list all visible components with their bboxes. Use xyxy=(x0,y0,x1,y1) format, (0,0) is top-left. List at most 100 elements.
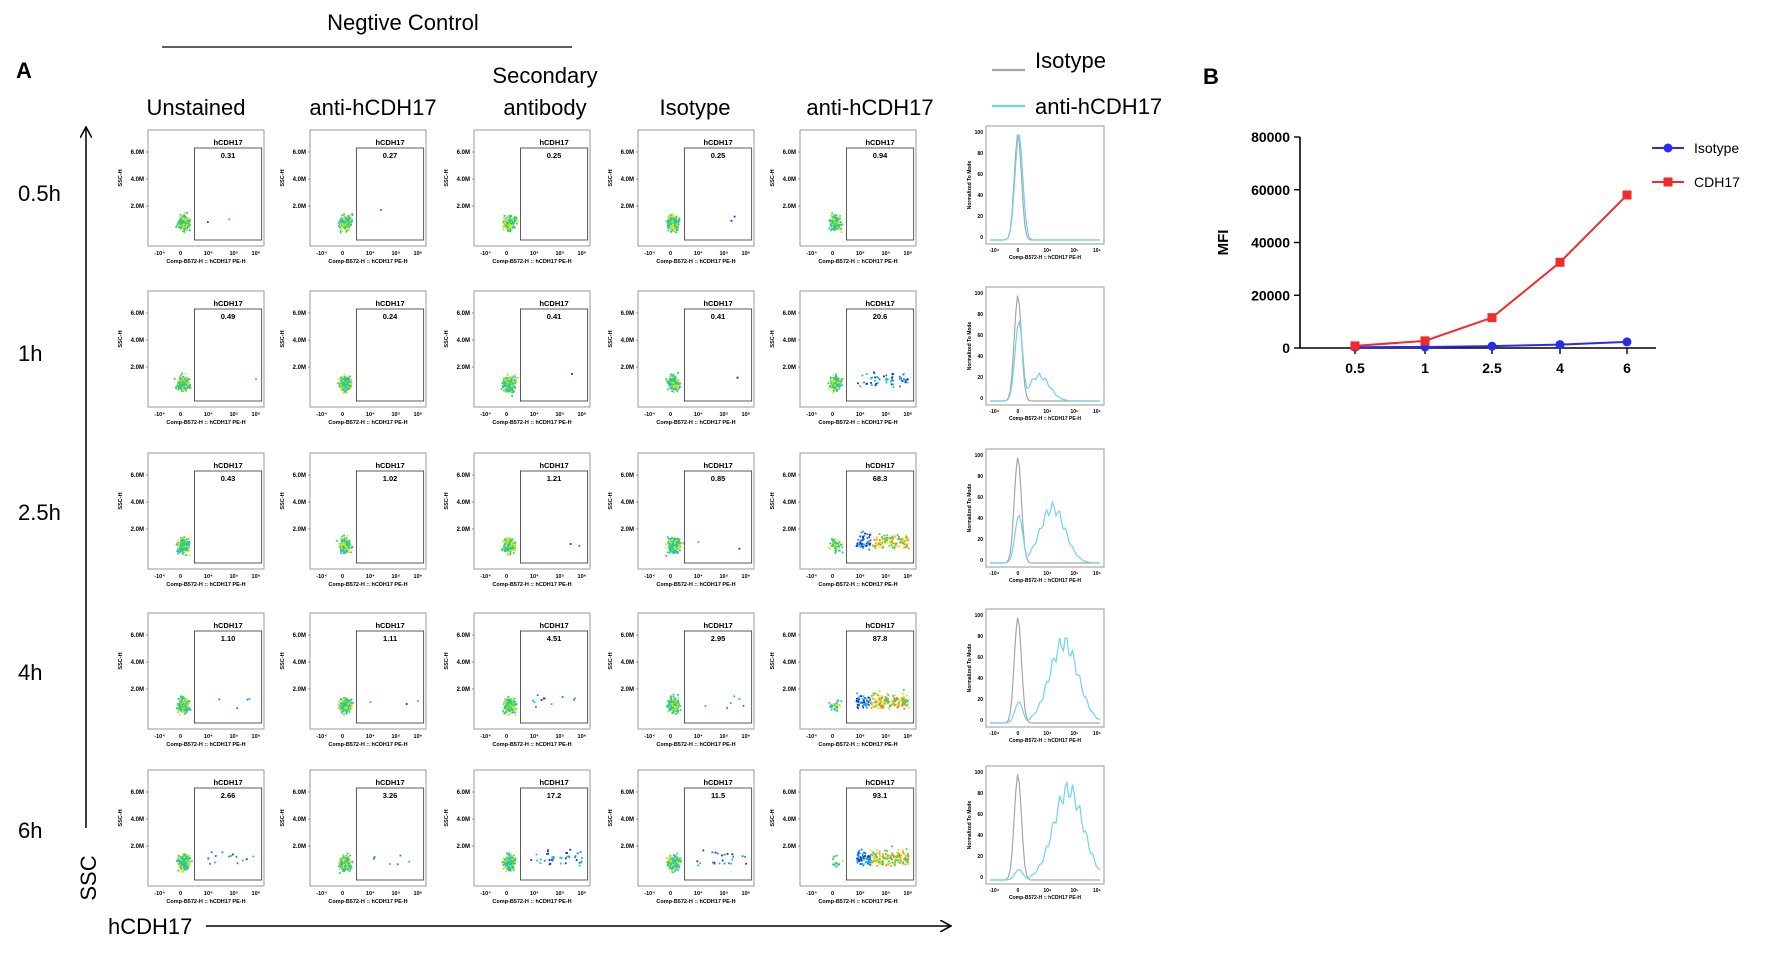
plot-frame xyxy=(799,129,917,247)
scatter-plot: 6.0M 4.0M 2.0M SSC-H -10⁴ 0 10⁴ 10⁵ 10⁶ Comp-B572… xyxy=(770,769,917,905)
x-tick-label: 0 xyxy=(1016,248,1019,254)
y-tick-label: 4.0M xyxy=(293,177,306,183)
x-tick-label: -10⁴ xyxy=(480,412,491,418)
plot-frame xyxy=(985,765,1105,885)
isotype-histogram xyxy=(990,457,1100,564)
y-tick-label: 4.0M xyxy=(621,660,634,666)
data-point xyxy=(1555,340,1565,350)
gate-percentage: 0.24 xyxy=(383,312,398,321)
plot-frame xyxy=(473,290,591,408)
y-tick-label: 20 xyxy=(977,854,983,860)
x-tick-label: 10⁵ xyxy=(1071,731,1080,737)
x-axis-label: Comp-B572-H :: hCDH17 PE-H xyxy=(328,420,407,426)
x-tick-label: 10⁶ xyxy=(414,891,423,897)
y-tick-label: 4.0M xyxy=(783,660,796,666)
y-axis-label: SSC-H xyxy=(444,492,450,509)
gate xyxy=(355,308,425,402)
x-tick-label: 10⁶ xyxy=(252,891,261,897)
group-title: Negtive Control xyxy=(327,10,479,35)
y-tick-label: 6.0M xyxy=(621,473,634,479)
x-tick-label: -10⁴ xyxy=(989,888,999,894)
flow-row: 6.0M 4.0M 2.0M SSC-H -10⁴ 0 10⁴ 10⁵ 10⁶ Comp-B572… xyxy=(118,765,1105,905)
y-tick-label: 2.0M xyxy=(293,844,306,850)
data-point xyxy=(1622,190,1632,200)
x-tick-label: 10⁵ xyxy=(229,251,238,257)
panel-a-label: A xyxy=(16,58,32,83)
x-axis-label: Comp-B572-H :: hCDH17 PE-H xyxy=(1009,895,1081,901)
x-tick-label: -10⁴ xyxy=(644,574,655,580)
events xyxy=(502,694,576,716)
y-tick-label: 80 xyxy=(977,791,983,797)
y-tick-label: 40 xyxy=(977,516,983,522)
plot-frame xyxy=(637,612,755,730)
y-tick-label: 4.0M xyxy=(131,500,144,506)
gate xyxy=(684,308,753,402)
x-tick-label: 10⁶ xyxy=(252,251,261,257)
x-tick-label: 10⁵ xyxy=(229,574,238,580)
y-tick-label: 6.0M xyxy=(457,633,470,639)
x-tick-label: -10⁴ xyxy=(644,734,655,740)
x-tick-label: 10⁴ xyxy=(366,574,375,580)
x-tick-label: 0 xyxy=(669,891,672,897)
gate-label: hCDH17 xyxy=(703,138,732,147)
y-tick-label: 6.0M xyxy=(457,311,470,317)
scatter-plot: 6.0M 4.0M 2.0M SSC-H -10⁴ 0 10⁴ 10⁵ 10⁶ Comp-B572… xyxy=(118,769,265,905)
x-tick-label: -10⁴ xyxy=(316,734,327,740)
legend-item-cdh17: CDH17 xyxy=(1652,174,1740,190)
x-tick-label: 10⁵ xyxy=(1071,248,1080,254)
y-tick-label: 40 xyxy=(977,833,983,839)
x-tick-label: -10⁴ xyxy=(316,251,327,257)
x-tick-label: -10⁴ xyxy=(989,409,999,415)
data-point xyxy=(1487,341,1497,351)
scatter-plot: 6.0M 4.0M 2.0M SSC-H -10⁴ 0 10⁴ 10⁵ 10⁶ Comp-B572… xyxy=(280,290,427,426)
y-tick-label: 6.0M xyxy=(131,633,144,639)
column-header-unstained: Unstained xyxy=(146,95,245,120)
y-axis-label: SSC-H xyxy=(608,330,614,347)
y-tick-label: 20 xyxy=(977,697,983,703)
x-tick-label: 10⁴ xyxy=(530,412,539,418)
x-tick-label: 0.5 xyxy=(1345,360,1365,376)
flow-row: 6.0M 4.0M 2.0M SSC-H -10⁴ 0 10⁴ 10⁵ 10⁶ Comp-B572… xyxy=(118,125,1105,265)
y-axis-label: SSC-H xyxy=(608,652,614,669)
x-tick-label: 10⁶ xyxy=(414,251,423,257)
y-tick-label: 0 xyxy=(1282,340,1290,356)
y-tick-label: 6.0M xyxy=(783,311,796,317)
x-tick-label: 0 xyxy=(341,251,344,257)
x-tick-label: 10⁴ xyxy=(204,251,213,257)
y-axis-label: Normalized To Mode xyxy=(967,644,973,693)
plot-frame xyxy=(473,129,591,247)
legend-label-isotype: Isotype xyxy=(1035,48,1106,73)
gate-percentage: 1.10 xyxy=(221,634,236,643)
x-tick-label: 0 xyxy=(505,251,508,257)
y-tick-label: 2.0M xyxy=(131,204,144,210)
y-tick-label: 2.0M xyxy=(621,687,634,693)
x-tick-label: 10⁶ xyxy=(578,891,587,897)
y-axis-label: SSC-H xyxy=(118,169,124,186)
x-tick-label: 10⁴ xyxy=(1043,888,1052,894)
x-tick-label: 10⁶ xyxy=(578,251,587,257)
data-point xyxy=(1555,257,1565,267)
plot-frame xyxy=(147,129,265,247)
y-tick-label: 6.0M xyxy=(621,790,634,796)
scatter-plot: 6.0M 4.0M 2.0M SSC-H -10⁴ 0 10⁴ 10⁵ 10⁶ Comp-B572… xyxy=(608,290,755,426)
y-axis-label: SSC-H xyxy=(608,809,614,826)
y-tick-label: 0 xyxy=(980,558,983,564)
events xyxy=(828,212,844,233)
plot-frame xyxy=(799,452,917,570)
x-tick-label: 0 xyxy=(505,734,508,740)
gate xyxy=(684,147,753,241)
plot-frame xyxy=(309,612,427,730)
x-tick-label: -10⁴ xyxy=(154,734,165,740)
y-tick-label: 6.0M xyxy=(131,473,144,479)
gate xyxy=(684,630,753,724)
events xyxy=(665,849,747,874)
events xyxy=(832,845,910,868)
x-axis-label: Comp-B572-H :: hCDH17 PE-H xyxy=(656,899,735,905)
row-label-0-5h: 0.5h xyxy=(18,181,61,206)
gate-percentage: 87.8 xyxy=(873,634,888,643)
column-header-anti-hcdh17: anti-hCDH17 xyxy=(806,95,933,120)
y-tick-label: 60 xyxy=(977,812,983,818)
plot-frame xyxy=(637,452,755,570)
x-tick-label: 10⁵ xyxy=(719,251,728,257)
row-labels: 0.5h 1h 2.5h 4h 6h xyxy=(18,181,61,843)
